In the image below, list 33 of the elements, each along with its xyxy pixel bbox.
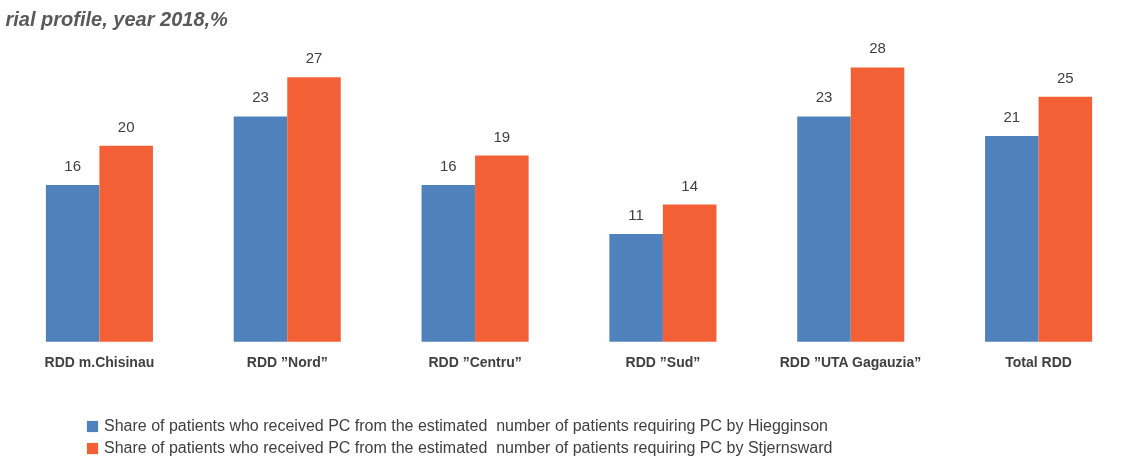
legend-label: Share of patients who received PC from the estimated number of patients requiring PC by Stjernsward: [104, 439, 833, 457]
chart-title: rial profile, year 2018,%: [5, 7, 229, 30]
x-tick-label: RDD ”UTA Gagauzia”: [779, 353, 922, 370]
x-tick-label: RDD ”Nord”: [246, 353, 328, 370]
data-label: 11: [628, 205, 644, 223]
x-tick-label: RDD ”Sud”: [625, 353, 701, 370]
bar: [609, 233, 663, 342]
bar: [797, 116, 851, 342]
data-label: 16: [64, 156, 81, 174]
bar: [421, 184, 476, 342]
bar: [99, 145, 153, 342]
data-label: 21: [1003, 108, 1021, 125]
x-tick-label: RDD ”Centru”: [428, 353, 522, 370]
bar: [233, 116, 288, 342]
data-label: 14: [681, 176, 699, 194]
data-label: 23: [252, 88, 269, 106]
data-label: 23: [815, 88, 833, 106]
bar: [850, 67, 905, 342]
bar: [475, 155, 529, 342]
data-label: 19: [493, 127, 511, 145]
bar: [985, 136, 1039, 342]
bar: [662, 204, 717, 342]
legend-label: Share of patients who received PC from the estimated number of patients requiring PC by Hiegginson: [104, 417, 828, 435]
bar: [1038, 96, 1093, 342]
x-tick-label: RDD m.Chisinau: [44, 353, 155, 370]
bar: [45, 184, 100, 342]
bar: [287, 77, 341, 342]
data-label: 28: [869, 39, 886, 57]
data-label: 25: [1057, 68, 1074, 86]
x-tick-label: Total RDD: [1005, 353, 1072, 370]
data-label: 27: [305, 49, 323, 67]
data-label: 16: [439, 156, 457, 174]
data-label: 20: [117, 117, 135, 135]
